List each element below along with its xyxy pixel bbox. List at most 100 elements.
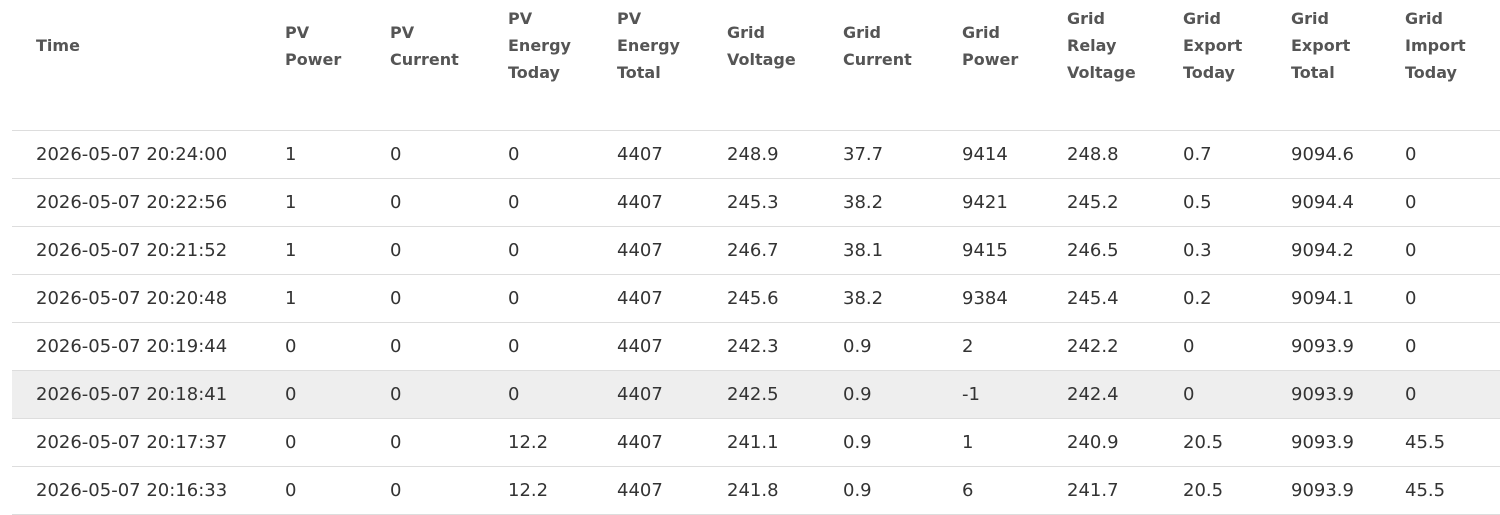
- value-cell: 9093.9: [1267, 322, 1381, 371]
- value-cell: 0: [261, 466, 366, 515]
- column-header: Grid Power: [938, 0, 1043, 131]
- value-cell: 0: [1159, 370, 1267, 419]
- value-cell: 242.3: [703, 322, 819, 371]
- value-cell: 0.9: [819, 418, 938, 467]
- time-cell: 2026-05-07 20:17:37: [12, 418, 261, 467]
- value-cell: 4407: [593, 274, 703, 323]
- value-cell: 0: [1381, 370, 1500, 419]
- value-cell: 9094.4: [1267, 178, 1381, 227]
- time-cell: 2026-05-07 20:22:56: [12, 178, 261, 227]
- column-header-text: Grid Power: [962, 22, 1019, 69]
- value-cell: 9094.6: [1267, 130, 1381, 179]
- value-cell: 0: [1159, 322, 1267, 371]
- value-cell: 9094.2: [1267, 226, 1381, 275]
- value-cell: 0: [366, 370, 484, 419]
- value-cell: 1: [938, 418, 1043, 467]
- time-cell: 2026-05-07 20:18:41: [12, 370, 261, 419]
- value-cell: 248.8: [1043, 130, 1159, 179]
- value-cell: 1: [261, 130, 366, 179]
- value-cell: 246.5: [1043, 226, 1159, 275]
- time-cell: 2026-05-07 20:20:48: [12, 274, 261, 323]
- column-header-text: Grid Relay Voltage: [1067, 9, 1136, 83]
- value-cell: 242.2: [1043, 322, 1159, 371]
- value-cell: 4407: [593, 370, 703, 419]
- column-header: Grid Voltage: [703, 0, 819, 131]
- value-cell: 0.7: [1159, 130, 1267, 179]
- value-cell: 4407: [593, 226, 703, 275]
- column-header: Grid Export Today: [1159, 0, 1267, 131]
- value-cell: 4407: [593, 466, 703, 515]
- value-cell: 0: [261, 418, 366, 467]
- time-cell: 2026-05-07 20:21:52: [12, 226, 261, 275]
- column-header: Grid Relay Voltage: [1043, 0, 1159, 131]
- value-cell: 0: [484, 322, 593, 371]
- value-cell: 9414: [938, 130, 1043, 179]
- data-table: Time PV Power PV Current PV Energy Today PV …: [12, 0, 1500, 515]
- value-cell: 0: [484, 370, 593, 419]
- column-header-text: Grid Voltage: [727, 22, 796, 69]
- value-cell: 0.9: [819, 370, 938, 419]
- value-cell: 0: [484, 274, 593, 323]
- value-cell: 4407: [593, 418, 703, 467]
- table-body: 2026-05-07 20:24:00 1 0 0 4407 248.9 37.7 9414 2…: [12, 130, 1500, 515]
- value-cell: 242.4: [1043, 370, 1159, 419]
- column-header-text: PV Energy Total: [617, 9, 680, 83]
- value-cell: 12.2: [484, 466, 593, 515]
- value-cell: 246.7: [703, 226, 819, 275]
- column-header-text: Grid Export Today: [1183, 9, 1243, 83]
- table-row: 2026-05-07 20:19:44 0 0 0 4407 242.3 0.9 2 242.2…: [12, 322, 1500, 371]
- column-header: Time: [12, 0, 261, 131]
- value-cell: 9415: [938, 226, 1043, 275]
- value-cell: 248.9: [703, 130, 819, 179]
- value-cell: 0: [366, 130, 484, 179]
- column-header-text: Grid Import Today: [1405, 9, 1466, 83]
- value-cell: 9421: [938, 178, 1043, 227]
- column-header: PV Energy Total: [593, 0, 703, 131]
- table-row: 2026-05-07 20:21:52 1 0 0 4407 246.7 38.1 9415 2…: [12, 226, 1500, 275]
- value-cell: 242.5: [703, 370, 819, 419]
- value-cell: 0.2: [1159, 274, 1267, 323]
- value-cell: 38.2: [819, 178, 938, 227]
- value-cell: 0: [1381, 130, 1500, 179]
- value-cell: 0.3: [1159, 226, 1267, 275]
- value-cell: 0: [484, 226, 593, 275]
- value-cell: 0: [1381, 322, 1500, 371]
- column-header: Grid Current: [819, 0, 938, 131]
- time-cell: 2026-05-07 20:19:44: [12, 322, 261, 371]
- column-header: Grid Export Total: [1267, 0, 1381, 131]
- value-cell: 9093.9: [1267, 370, 1381, 419]
- value-cell: 38.1: [819, 226, 938, 275]
- value-cell: 37.7: [819, 130, 938, 179]
- value-cell: 45.5: [1381, 466, 1500, 515]
- time-cell: 2026-05-07 20:24:00: [12, 130, 261, 179]
- value-cell: 1: [261, 274, 366, 323]
- value-cell: 0: [366, 226, 484, 275]
- table-row: 2026-05-07 20:18:41 0 0 0 4407 242.5 0.9 -1 242.…: [12, 370, 1500, 419]
- value-cell: 4407: [593, 178, 703, 227]
- column-header: PV Energy Today: [484, 0, 593, 131]
- value-cell: 0.9: [819, 466, 938, 515]
- column-header-text: PV Power: [285, 22, 342, 69]
- table-row: 2026-05-07 20:20:48 1 0 0 4407 245.6 38.2 9384 2…: [12, 274, 1500, 323]
- value-cell: 245.2: [1043, 178, 1159, 227]
- value-cell: 0: [484, 130, 593, 179]
- value-cell: 45.5: [1381, 418, 1500, 467]
- value-cell: 241.7: [1043, 466, 1159, 515]
- value-cell: 9384: [938, 274, 1043, 323]
- table-row: 2026-05-07 20:17:37 0 0 12.2 4407 241.1 0.9 1 24…: [12, 418, 1500, 467]
- time-cell: 2026-05-07 20:16:33: [12, 466, 261, 515]
- value-cell: 4407: [593, 130, 703, 179]
- value-cell: 0: [366, 178, 484, 227]
- value-cell: 0: [1381, 178, 1500, 227]
- value-cell: 2: [938, 322, 1043, 371]
- value-cell: 1: [261, 178, 366, 227]
- value-cell: 240.9: [1043, 418, 1159, 467]
- column-header-text: PV Energy Today: [508, 9, 571, 83]
- value-cell: 0: [366, 418, 484, 467]
- value-cell: 241.1: [703, 418, 819, 467]
- value-cell: 0.9: [819, 322, 938, 371]
- value-cell: 245.4: [1043, 274, 1159, 323]
- value-cell: 0: [484, 178, 593, 227]
- table-header: Time PV Power PV Current PV Energy Today PV …: [12, 0, 1500, 131]
- value-cell: 38.2: [819, 274, 938, 323]
